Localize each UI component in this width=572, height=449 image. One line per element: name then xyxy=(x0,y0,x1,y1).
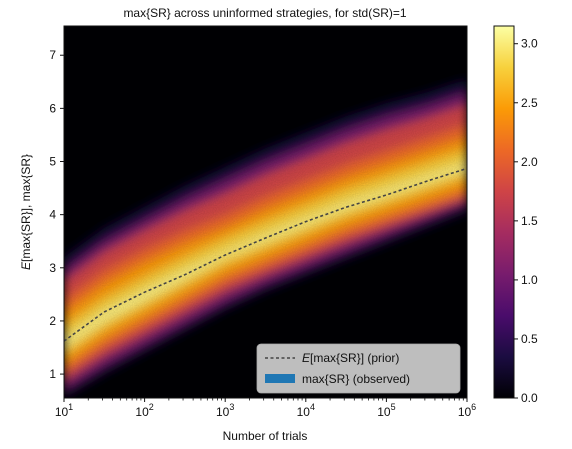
y-tick-label: 2 xyxy=(49,314,56,328)
legend: E[max{SR}] (prior) max{SR} (observed) xyxy=(256,343,461,394)
colorbar-tick-label: 0.0 xyxy=(521,391,538,405)
colorbar-tick-label: 3.0 xyxy=(521,37,538,51)
y-axis: 1 2 3 4 5 6 7 xyxy=(49,48,64,381)
x-axis-label: Number of trials xyxy=(223,429,308,443)
density-grain xyxy=(64,26,467,398)
colorbar-tick-label: 2.5 xyxy=(521,96,538,110)
x-tick-label: 106 xyxy=(458,402,476,419)
x-tick-label: 103 xyxy=(216,402,234,419)
colorbar-tick-label: 1.0 xyxy=(521,273,538,287)
colorbar-tick-label: 0.5 xyxy=(521,332,538,346)
y-tick-label: 7 xyxy=(49,48,56,62)
colorbar-ramp xyxy=(493,25,515,399)
plot-area xyxy=(63,25,468,399)
legend-box xyxy=(256,343,461,394)
legend-observed-label: max{SR} (observed) xyxy=(302,372,410,386)
y-tick-label: 4 xyxy=(49,208,56,222)
x-tick-label: 104 xyxy=(297,402,315,419)
y-axis-label: E[max{SR}], max{SR} xyxy=(19,154,33,270)
x-tick-label: 101 xyxy=(55,402,73,419)
legend-observed-swatch xyxy=(265,374,295,383)
colorbar-tick-label: 1.5 xyxy=(521,214,538,228)
x-tick-label: 102 xyxy=(135,402,153,419)
plot-frame xyxy=(63,25,468,399)
colorbar: 0.0 0.5 1.0 1.5 2.0 2.5 3.0 xyxy=(493,25,538,405)
y-tick-label: 1 xyxy=(49,367,56,381)
prior-line xyxy=(64,167,467,342)
colorbar-tick-label: 2.0 xyxy=(521,155,538,169)
x-tick-label: 105 xyxy=(377,402,395,419)
y-tick-label: 5 xyxy=(49,155,56,169)
prior-layer xyxy=(64,167,467,342)
y-tick-label: 6 xyxy=(49,101,56,115)
density-layer xyxy=(64,26,467,398)
legend-prior-label: E[max{SR}] (prior) xyxy=(302,351,399,365)
chart-title: max{SR} across uninformed strategies, fo… xyxy=(123,6,406,20)
y-tick-label: 3 xyxy=(49,261,56,275)
x-axis: 101 102 103 104 105 106 xyxy=(55,398,476,419)
